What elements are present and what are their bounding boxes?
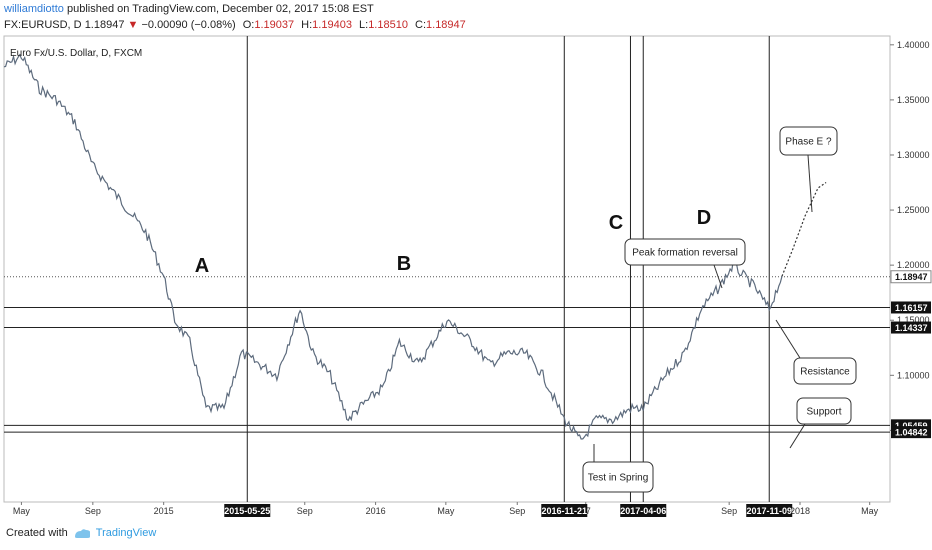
callout-box [624,238,746,266]
x-tick-label: Sep [297,506,313,516]
phase-label-a: A [195,255,209,277]
y-tick-label: 1.35000 [897,95,930,105]
close-value: 1.18947 [426,19,466,31]
price-badge-bg [891,301,931,314]
date-badge-label: 2015-05-25 [224,506,270,516]
date-badge-bg [224,504,271,517]
callout-box [582,461,654,493]
y-tick-label: 1.30000 [897,150,930,160]
projection-line [781,182,827,277]
date-badge-bg [620,504,667,517]
date-badge-bg [541,504,588,517]
tradingview-link[interactable]: TradingView [95,527,157,539]
open-value: 1.19037 [254,19,295,31]
x-tick-label: Sep [721,506,737,516]
footer: Created with TradingView [6,527,156,539]
low-value: 1.18510 [368,19,408,31]
price-badge-label: 1.18947 [895,272,928,282]
symbol-label: FX:EURUSD, D [4,19,82,31]
date-badge-bg [746,504,793,517]
open-label: O: [242,19,255,31]
callout-label: Support [806,407,841,418]
publish-info: williamdiotto published on TradingView.c… [4,2,374,16]
created-with-text: Created with [6,527,68,539]
x-tick-label: 2018 [790,506,810,516]
tradingview-logo-icon [74,529,90,538]
close-label: C: [415,19,427,31]
callout-label: Phase E ? [785,137,832,148]
low-label: L: [359,19,369,31]
x-tick-label: May [861,506,879,516]
callout-pointer [807,154,813,213]
plot-frame [3,35,891,503]
y-tick-label: 1.25000 [897,205,930,215]
x-tick-label: Sep [85,506,101,516]
high-label: H: [301,19,313,31]
x-tick-label: Sep [509,506,525,516]
author-link[interactable]: williamdiotto [4,3,64,15]
y-tick-label: 1.15000 [897,315,930,325]
price-badge-bg [891,321,931,334]
price-badge-label: 1.14337 [895,323,928,333]
date-badge-label: 2017-04-06 [620,506,666,516]
callout-box [793,357,857,385]
high-value: 1.19403 [312,19,352,31]
x-tick-label: 2016 [366,506,386,516]
price-badge-label: 1.04842 [895,428,928,438]
price-badge-bg [890,270,932,284]
symbol-info: FX:EURUSD, D 1.18947 ▼ −0.00090 (−0.08%)… [4,18,466,32]
change-value: −0.00090 (−0.08%) [141,19,236,31]
y-tick-label: 1.10000 [897,370,930,380]
y-tick-label: 1.20000 [897,260,930,270]
date-badge-label: 2017-11-09 [746,506,792,516]
callout-box [779,126,838,156]
phase-label-c: C [609,212,623,234]
x-tick-label: May [13,506,31,516]
publish-text: published on TradingView.com, December 0… [66,3,374,15]
chart-title: Euro Fx/U.S. Dollar, D, FXCM [10,48,142,59]
callout-label: Peak formation reversal [632,248,738,259]
down-arrow-icon: ▼ [127,19,139,31]
y-tick-label: 1.40000 [897,40,930,50]
callout-pointer [789,423,806,449]
callout-pointer [713,264,723,289]
phase-label-b: B [397,253,411,275]
price-badge-label: 1.05459 [895,421,928,431]
price-series-line [3,53,783,440]
date-badge-label: 2016-11-21 [542,506,588,516]
callout-pointer [775,319,801,359]
x-tick-label: 2015 [154,506,174,516]
price-badge-bg [891,426,931,439]
callout-label: Test in Spring [588,473,649,484]
phase-label-d: D [697,207,711,229]
price-badge-label: 1.16157 [895,303,928,313]
callout-label: Resistance [800,367,850,378]
callout-box [796,397,852,425]
last-price: 1.18947 [84,19,125,31]
x-tick-label: May [437,506,455,516]
